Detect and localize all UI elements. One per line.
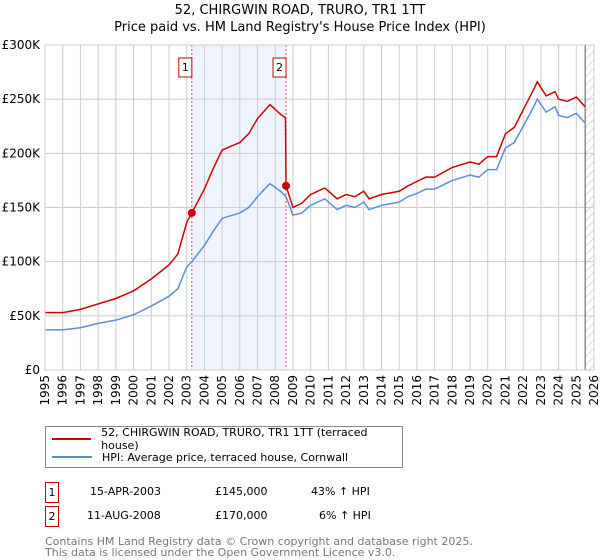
legend-item-hpi: HPI: Average price, terraced house, Corn… xyxy=(52,449,348,465)
x-tick-label: 2008 xyxy=(268,375,282,406)
sale-row-2: 2 11-AUG-2008 £170,000 6% ↑ HPI xyxy=(45,506,445,527)
x-tick-label: 2007 xyxy=(251,375,265,406)
legend-swatch-hpi xyxy=(52,456,92,458)
sale-date: 11-AUG-2008 xyxy=(87,509,161,522)
x-tick-label: 2015 xyxy=(392,375,406,406)
legend-label-price: 52, CHIRGWIN ROAD, TRURO, TR1 1TT (terra… xyxy=(101,426,368,452)
sale-marker-box xyxy=(178,57,193,78)
x-tick-label: 2018 xyxy=(445,375,459,406)
hpi-line xyxy=(45,97,586,331)
sale-hpi-diff: 43% ↑ HPI xyxy=(311,485,370,498)
x-tick-label: 2000 xyxy=(127,375,141,406)
sale-price: £145,000 xyxy=(215,485,268,498)
sale-marker-box: 2 xyxy=(45,506,59,527)
sale-hpi-diff: 6% ↑ HPI xyxy=(319,509,371,522)
x-tick-label: 2024 xyxy=(552,375,566,406)
chart-title: 52, CHIRGWIN ROAD, TRURO, TR1 1TT xyxy=(174,3,426,18)
x-tick-label: 2004 xyxy=(197,375,211,406)
x-tick-label: 2016 xyxy=(410,375,424,406)
y-tick-label: £300K xyxy=(2,38,42,52)
y-tick-label: £100K xyxy=(2,255,42,269)
x-tick-label: 2006 xyxy=(233,375,247,406)
x-tick-label: 2010 xyxy=(304,375,318,406)
legend: 52, CHIRGWIN ROAD, TRURO, TR1 1TT (terra… xyxy=(45,426,403,468)
x-tick-label: 2001 xyxy=(144,375,158,406)
x-tick-label: 1998 xyxy=(91,375,105,406)
x-tick-label: 2002 xyxy=(162,375,176,406)
x-tick-label: 1996 xyxy=(56,375,70,406)
y-tick-label: £150K xyxy=(2,201,42,215)
x-tick-label: 2012 xyxy=(339,375,353,406)
sale-point xyxy=(187,208,196,217)
x-tick-label: 2023 xyxy=(534,375,548,406)
sale-price: £170,000 xyxy=(215,509,268,522)
x-tick-label: 2026 xyxy=(587,375,600,406)
y-tick-label: £200K xyxy=(2,146,42,160)
x-tick-label: 2003 xyxy=(180,375,194,406)
x-tick-label: 2014 xyxy=(374,375,388,406)
y-tick-label: £50K xyxy=(9,309,41,323)
sale-marker-box xyxy=(272,57,287,78)
footer-line-2: This data is licensed under the Open Gov… xyxy=(45,546,396,559)
x-tick-label: 2020 xyxy=(481,375,495,406)
sale-marker-box: 1 xyxy=(45,482,59,503)
legend-item-price: 52, CHIRGWIN ROAD, TRURO, TR1 1TT (terra… xyxy=(52,426,402,452)
plot-frame xyxy=(44,44,595,371)
x-tick-label: 1995 xyxy=(38,375,52,406)
x-tick-label: 2019 xyxy=(463,375,477,406)
x-tick-label: 2009 xyxy=(286,375,300,406)
sale-marker-label: 1 xyxy=(182,61,189,74)
x-tick-label: 2021 xyxy=(498,375,512,406)
x-tick-label: 2022 xyxy=(516,375,530,406)
x-tick-label: 2005 xyxy=(215,375,229,406)
legend-swatch-price xyxy=(52,438,92,440)
price-line xyxy=(45,80,586,314)
x-tick-label: 2017 xyxy=(428,375,442,406)
x-tick-label: 2013 xyxy=(357,375,371,406)
x-tick-label: 2011 xyxy=(321,375,335,406)
line-chart: 1995 1996 1997 1998 1999 2000 2001 2002 2003 2004… xyxy=(2,38,600,406)
y-tick-label: £250K xyxy=(2,92,42,106)
x-tick-label: 1999 xyxy=(109,375,123,406)
footer-line-1: Contains HM Land Registry data © Crown c… xyxy=(45,535,473,548)
sale-row-1: 1 15-APR-2003 £145,000 43% ↑ HPI xyxy=(45,482,445,503)
x-tick-label: 2025 xyxy=(569,375,583,406)
y-tick-label: £0 xyxy=(25,363,40,377)
legend-label-hpi: HPI: Average price, terraced house, Corn… xyxy=(102,450,349,464)
chart-subtitle: Price paid vs. HM Land Registry's House … xyxy=(114,20,486,35)
sale-marker-label: 2 xyxy=(276,61,283,74)
sale-date: 15-APR-2003 xyxy=(90,485,162,498)
x-tick-label: 1997 xyxy=(73,375,87,406)
sale-point xyxy=(282,181,291,190)
